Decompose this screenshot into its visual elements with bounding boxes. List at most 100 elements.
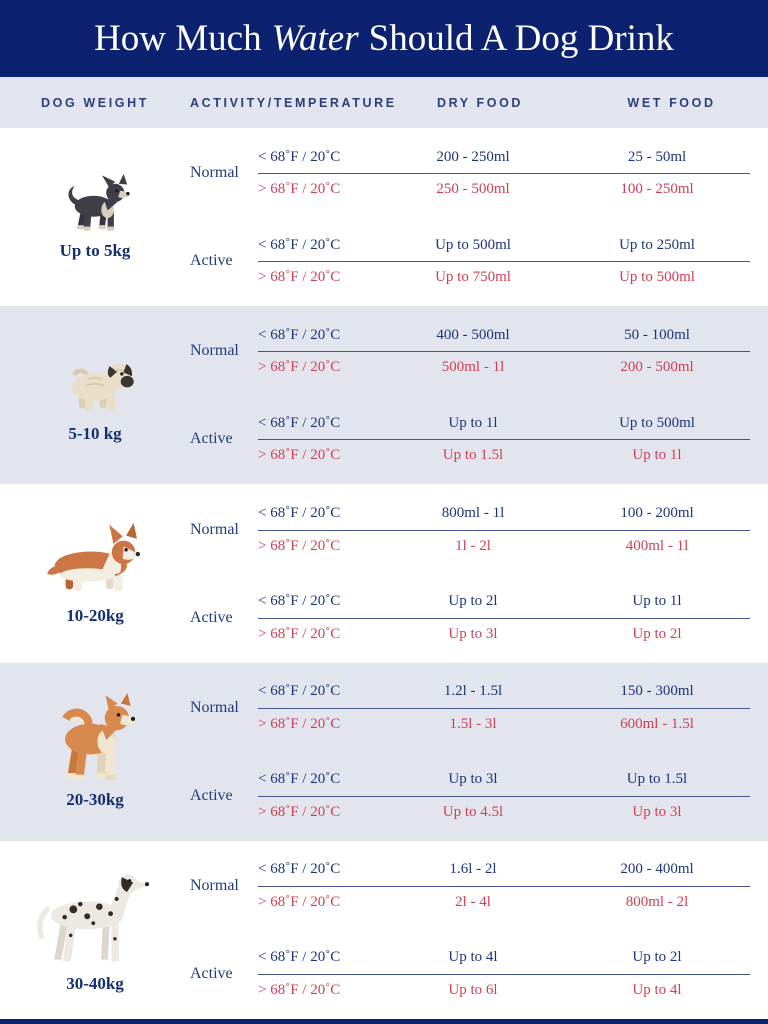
wet-food-cell: Up to 250ml [619, 236, 695, 253]
section-rows: Normal < 68˚F / 20˚C 1.6l - 2l 200 - 400… [190, 841, 768, 1019]
table-row: > 68˚F / 20˚C Up to 1.5l Up to 1l [258, 439, 750, 471]
temperature-cell: < 68˚F / 20˚C [258, 861, 341, 878]
dry-food-cell: 400 - 500ml [436, 326, 510, 343]
dog-weight-cell: 10-20kg [0, 484, 190, 662]
wet-food-cell: Up to 1.5l [626, 771, 688, 788]
table-body: Up to 5kg Normal < 68˚F / 20˚C 200 - 250… [0, 128, 768, 1019]
activity-group: Normal < 68˚F / 20˚C 1.6l - 2l 200 - 400… [190, 854, 750, 918]
dog-weight-label: 5-10 kg [68, 423, 122, 443]
dalmatian-icon [30, 866, 160, 970]
table-row: < 68˚F / 20˚C Up to 1l Up to 500ml [258, 407, 750, 439]
section-rows: Normal < 68˚F / 20˚C 1.2l - 1.5l 150 - 3… [190, 663, 768, 841]
table-row: < 68˚F / 20˚C 200 - 250ml 25 - 50ml [258, 141, 750, 173]
dog-weight-label: Up to 5kg [59, 240, 131, 260]
wet-food-cell: 400ml - 1l [625, 537, 689, 554]
wet-food-cell: 100 - 250ml [620, 181, 694, 198]
activity-label: Active [190, 608, 233, 626]
table-header-row: DOG WEIGHT ACTIVITY/TEMPERATURE DRY FOOD… [0, 77, 768, 128]
dog-weight-cell: 5-10 kg [0, 306, 190, 484]
title-emphasis: Water [271, 18, 359, 59]
wet-food-cell: Up to 1l [632, 447, 682, 464]
temperature-cell: > 68˚F / 20˚C [258, 625, 341, 642]
wet-food-cell: 25 - 50ml [627, 148, 687, 165]
table-row: > 68˚F / 20˚C Up to 6l Up to 4l [258, 973, 750, 1006]
dog-weight-label: 10-20kg [66, 605, 124, 625]
wet-food-cell: 600ml - 1.5l [620, 715, 694, 732]
temperature-cell: < 68˚F / 20˚C [258, 148, 341, 165]
weight-section: 5-10 kg Normal < 68˚F / 20˚C 400 - 500ml… [0, 306, 768, 485]
wet-food-cell: 200 - 400ml [620, 861, 694, 878]
temperature-cell: < 68˚F / 20˚C [258, 683, 341, 700]
title-text-before: How Much [94, 18, 262, 59]
weight-section: 30-40kg Normal < 68˚F / 20˚C 1.6l - 2l 2… [0, 841, 768, 1019]
temperature-cell: < 68˚F / 20˚C [258, 593, 341, 609]
dry-food-cell: Up to 4.5l [442, 803, 504, 820]
table-row: < 68˚F / 20˚C 800ml - 1l 100 - 200ml [258, 498, 750, 530]
dry-food-cell: Up to 500ml [435, 236, 511, 253]
wet-food-cell: 100 - 200ml [620, 505, 694, 521]
temperature-cell: > 68˚F / 20˚C [258, 537, 341, 554]
table-row: > 68˚F / 20˚C Up to 3l Up to 2l [258, 617, 750, 650]
wet-food-cell: 800ml - 2l [625, 893, 689, 910]
weight-section: Up to 5kg Normal < 68˚F / 20˚C 200 - 250… [0, 128, 768, 306]
dry-food-cell: 200 - 250ml [436, 148, 510, 165]
activity-label: Active [190, 786, 233, 804]
column-header-dry-food: DRY FOOD [436, 95, 524, 110]
table-row: > 68˚F / 20˚C 1l - 2l 400ml - 1l [258, 529, 750, 562]
table-row: < 68˚F / 20˚C Up to 3l Up to 1.5l [258, 764, 750, 796]
activity-group: Active < 68˚F / 20˚C Up to 3l Up to 1.5l… [190, 764, 750, 828]
activity-label: Active [190, 252, 233, 270]
page-title: How Much Water Should A Dog Drink [0, 0, 768, 77]
weight-section: 10-20kg Normal < 68˚F / 20˚C 800ml - 1l … [0, 484, 768, 662]
dry-food-cell: 1l - 2l [455, 537, 491, 554]
table-row: < 68˚F / 20˚C 400 - 500ml 50 - 100ml [258, 319, 750, 351]
temperature-cell: > 68˚F / 20˚C [258, 181, 341, 198]
activity-label: Normal [190, 342, 239, 360]
dog-weight-cell: Up to 5kg [0, 128, 190, 306]
activity-group: Normal < 68˚F / 20˚C 200 - 250ml 25 - 50… [190, 141, 750, 205]
dry-food-cell: 1.5l - 3l [449, 715, 497, 732]
dry-food-cell: 1.6l - 2l [449, 861, 497, 878]
temperature-cell: < 68˚F / 20˚C [258, 771, 341, 788]
dry-food-cell: Up to 3l [448, 771, 498, 788]
title-text-after: Should A Dog Drink [368, 18, 674, 59]
activity-group: Normal < 68˚F / 20˚C 1.2l - 1.5l 150 - 3… [190, 676, 750, 740]
temperature-cell: < 68˚F / 20˚C [258, 326, 341, 343]
dry-food-cell: Up to 1.5l [442, 447, 504, 464]
table-row: < 68˚F / 20˚C Up to 500ml Up to 250ml [258, 229, 750, 261]
activity-group: Active < 68˚F / 20˚C Up to 500ml Up to 2… [190, 229, 750, 293]
table-row: < 68˚F / 20˚C Up to 2l Up to 1l [258, 586, 750, 618]
corgi-icon [32, 522, 158, 602]
bottom-accent-bar [0, 1019, 768, 1024]
wet-food-cell: Up to 2l [632, 625, 682, 642]
temperature-cell: < 68˚F / 20˚C [258, 414, 341, 431]
table-row: < 68˚F / 20˚C 1.6l - 2l 200 - 400ml [258, 854, 750, 886]
dry-food-cell: Up to 2l [448, 593, 498, 609]
activity-group: Active < 68˚F / 20˚C Up to 2l Up to 1l >… [190, 586, 750, 650]
wet-food-cell: Up to 500ml [619, 269, 695, 286]
dry-food-cell: Up to 1l [448, 414, 498, 431]
wet-food-cell: Up to 4l [632, 981, 682, 998]
akita-icon [38, 693, 152, 786]
table-row: > 68˚F / 20˚C 1.5l - 3l 600ml - 1.5l [258, 707, 750, 740]
activity-label: Active [190, 430, 233, 448]
dry-food-cell: Up to 3l [448, 625, 498, 642]
column-header-dog-weight: DOG WEIGHT [41, 95, 149, 110]
weight-section: 20-30kg Normal < 68˚F / 20˚C 1.2l - 1.5l… [0, 662, 768, 841]
dry-food-cell: Up to 4l [448, 949, 498, 966]
wet-food-cell: 50 - 100ml [624, 326, 690, 343]
activity-group: Active < 68˚F / 20˚C Up to 1l Up to 500m… [190, 407, 750, 471]
dry-food-cell: Up to 6l [448, 981, 498, 998]
wet-food-cell: Up to 500ml [619, 414, 695, 431]
activity-label: Normal [190, 876, 239, 894]
table-row: > 68˚F / 20˚C Up to 4.5l Up to 3l [258, 795, 750, 828]
table-row: > 68˚F / 20˚C 500ml - 1l 200 - 500ml [258, 351, 750, 383]
temperature-cell: < 68˚F / 20˚C [258, 236, 341, 253]
activity-label: Normal [190, 520, 239, 538]
temperature-cell: < 68˚F / 20˚C [258, 949, 341, 966]
temperature-cell: > 68˚F / 20˚C [258, 447, 341, 464]
activity-group: Active < 68˚F / 20˚C Up to 4l Up to 2l >… [190, 942, 750, 1006]
pug-icon [49, 347, 141, 420]
dry-food-cell: 500ml - 1l [441, 359, 505, 376]
